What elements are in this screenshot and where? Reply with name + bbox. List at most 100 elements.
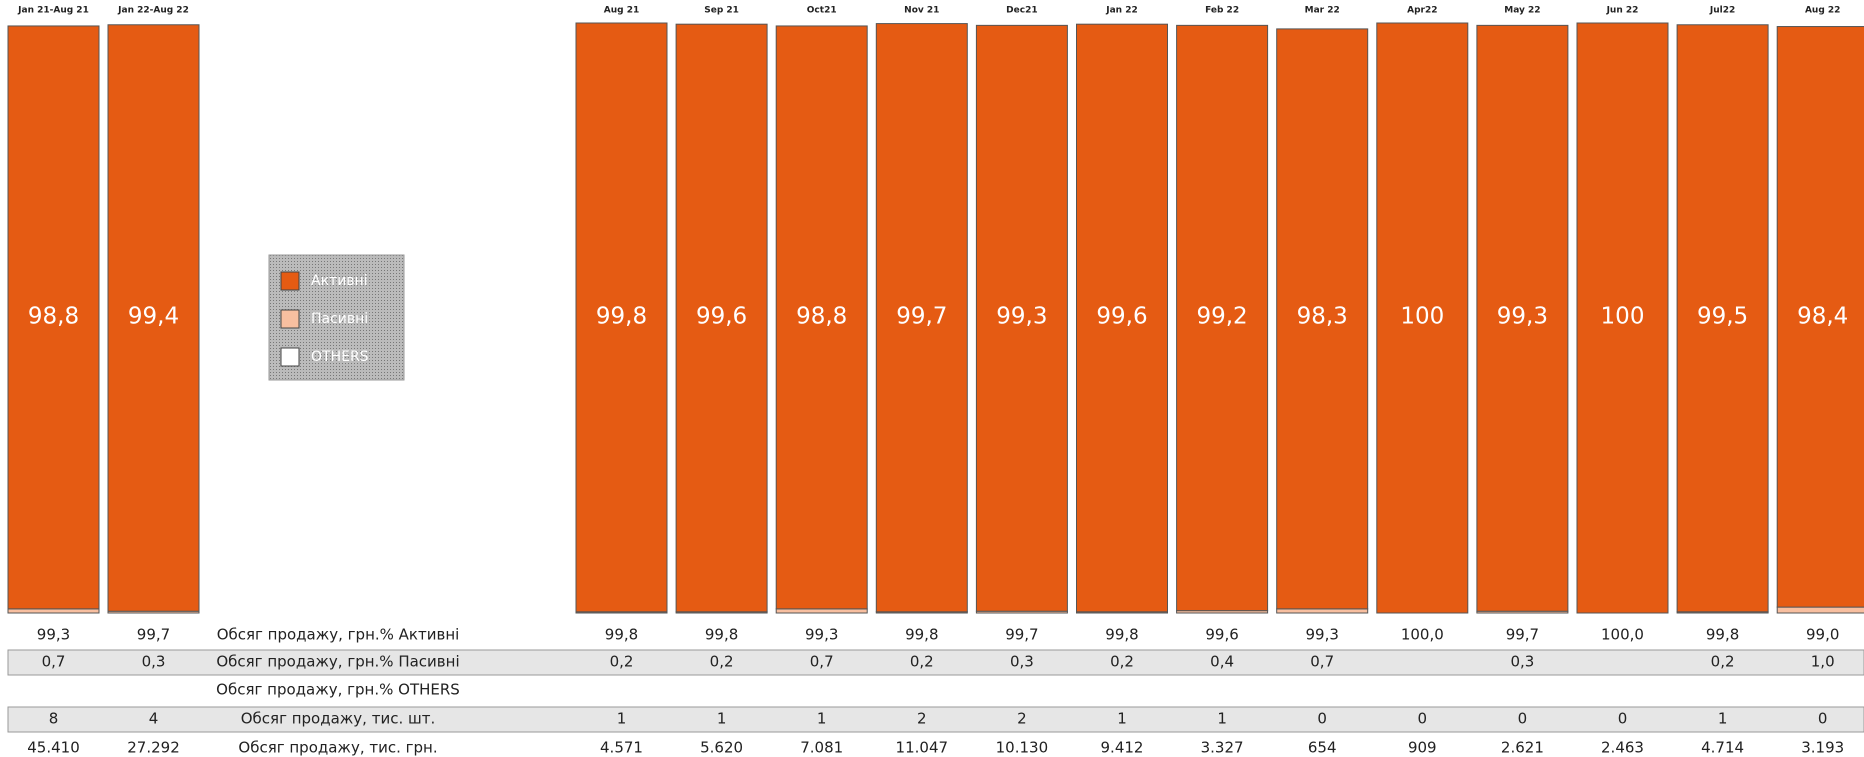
category-label: Mar 22: [1305, 6, 1340, 16]
table-cell: 5.620: [700, 739, 743, 757]
table-cell: 0: [1818, 710, 1828, 728]
table-cell: 99,7: [137, 626, 170, 644]
bar-segment: [575, 22, 668, 613]
table-cell: 99,8: [1706, 626, 1739, 644]
table-cell: 0,2: [1711, 653, 1735, 671]
bar-segment: [1476, 24, 1569, 612]
category-label: Jul22: [1709, 6, 1735, 16]
value-label: 99,6: [1096, 304, 1147, 330]
legend-swatch: [280, 347, 300, 367]
legend-swatch: [280, 271, 300, 291]
category-label: Jan 22-Aug 22: [117, 6, 189, 16]
table-cell: 99,3: [37, 626, 70, 644]
table-cell: 0,3: [1510, 653, 1534, 671]
bar-segment: [875, 23, 968, 613]
value-label: 98,3: [1297, 304, 1348, 330]
table-cell: 2: [917, 710, 927, 728]
bar-segment: [1276, 28, 1369, 610]
value-label: 99,5: [1697, 304, 1748, 330]
bar-segment: [675, 23, 768, 613]
table-cell: 1: [1217, 710, 1227, 728]
table-cell: 2: [1017, 710, 1027, 728]
table-cell: 99,8: [905, 626, 938, 644]
bar-segment: [1176, 24, 1269, 612]
table-cell: 0,2: [910, 653, 934, 671]
table-cell: 1: [617, 710, 627, 728]
table-cell: 99,0: [1806, 626, 1839, 644]
bar-segment: [775, 25, 868, 610]
table-cell: 0,7: [810, 653, 834, 671]
table-cell: 9.412: [1101, 739, 1144, 757]
legend-label: OTHERS: [311, 349, 369, 365]
bar-segment: [7, 608, 100, 614]
table-cell: 654: [1308, 739, 1337, 757]
table-cell: 7.081: [800, 739, 843, 757]
category-label: Jan 22: [1105, 6, 1138, 16]
table-cell: 99,8: [605, 626, 638, 644]
row-label: Обсяг продажу, грн.% OTHERS: [216, 681, 460, 699]
bar-segment: [975, 24, 1068, 612]
table-cell: 99,7: [1506, 626, 1539, 644]
table-cell: 0,4: [1210, 653, 1234, 671]
category-label: Aug 22: [1805, 6, 1840, 16]
table-cell: 99,8: [705, 626, 738, 644]
table-cell: 100,0: [1401, 626, 1444, 644]
value-label: 98,8: [28, 304, 79, 330]
table-cell: 99,6: [1205, 626, 1238, 644]
table-cell: 909: [1408, 739, 1437, 757]
value-label: 99,7: [896, 304, 947, 330]
table-cell: 99,8: [1105, 626, 1138, 644]
category-label: May 22: [1504, 6, 1540, 16]
bar-segment: [7, 25, 100, 610]
bar-segment: [107, 24, 200, 612]
value-label: 98,4: [1797, 304, 1848, 330]
table-cell: 0,2: [710, 653, 734, 671]
category-label: Feb 22: [1205, 6, 1239, 16]
bar-segment: [1376, 22, 1469, 614]
value-label: 99,8: [596, 304, 647, 330]
table-cell: 0,2: [1110, 653, 1134, 671]
table-cell: 10.130: [996, 739, 1049, 757]
bar-segment: [1776, 606, 1864, 614]
value-label: 100: [1400, 304, 1444, 330]
table-cell: 4: [149, 710, 159, 728]
row-label: Обсяг продажу, грн.% Активні: [217, 626, 460, 644]
value-label: 98,8: [796, 304, 847, 330]
table-cell: 1,0: [1811, 653, 1835, 671]
row-label: Обсяг продажу, тис. шт.: [241, 710, 435, 728]
category-label: Sep 21: [704, 6, 739, 16]
table-cell: 1: [1718, 710, 1728, 728]
table-cell: 0,7: [42, 653, 66, 671]
table-cell: 1: [1117, 710, 1127, 728]
table-cell: 0,7: [1310, 653, 1334, 671]
table-cell: 45.410: [27, 739, 80, 757]
legend-swatch: [280, 309, 300, 329]
bar-segment: [1676, 24, 1769, 613]
table-cell: 100,0: [1601, 626, 1644, 644]
value-label: 99,6: [696, 304, 747, 330]
table-cell: 11.047: [896, 739, 949, 757]
category-label: Jan 21-Aug 21: [17, 6, 89, 16]
table-cell: 0,3: [142, 653, 166, 671]
table-cell: 0,2: [610, 653, 634, 671]
bar-segment: [1276, 608, 1369, 614]
value-label: 100: [1601, 304, 1645, 330]
value-label: 99,3: [1497, 304, 1548, 330]
table-cell: 0: [1618, 710, 1628, 728]
table-cell: 3.193: [1801, 739, 1844, 757]
table-cell: 4.571: [600, 739, 643, 757]
category-label: Apr22: [1407, 6, 1437, 16]
bar-segment: [1076, 23, 1168, 613]
category-label: Oct21: [807, 6, 837, 16]
table-cell: 0,3: [1010, 653, 1034, 671]
row-label: Обсяг продажу, тис. грн.: [238, 739, 437, 757]
legend-label: Активні: [311, 273, 368, 289]
table-cell: 2.621: [1501, 739, 1544, 757]
table-cell: 1: [717, 710, 727, 728]
row-background: [7, 706, 1864, 733]
table-cell: 0: [1317, 710, 1327, 728]
table-cell: 2.463: [1601, 739, 1644, 757]
table-cell: 4.714: [1701, 739, 1744, 757]
value-label: 99,3: [996, 304, 1047, 330]
